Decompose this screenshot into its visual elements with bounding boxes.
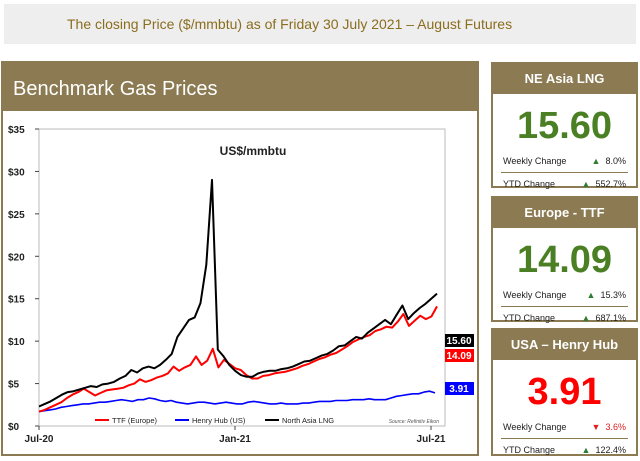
- chart-panel-title: Benchmark Gas Prices: [3, 63, 477, 111]
- up-arrow-icon: ▲: [581, 179, 591, 189]
- weekly-change-value: ▲ 8.0%: [591, 156, 626, 166]
- card-title: NE Asia LNG: [493, 64, 636, 94]
- source-note: Source: Refinitiv Eikon: [389, 419, 440, 425]
- weekly-change-value: ▲ 15.3%: [586, 290, 626, 300]
- end-label-box: [445, 382, 474, 395]
- y-tick-label: $30: [8, 167, 25, 178]
- ytd-change-row: YTD Change ▲ 687.1%: [493, 307, 636, 329]
- card-price: 3.91: [527, 371, 602, 413]
- card-divider: [501, 172, 628, 173]
- ytd-change-row: YTD Change ▲ 552.7%: [493, 173, 636, 195]
- weekly-change-row: Weekly Change ▲ 8.0%: [493, 150, 636, 172]
- card-title: Europe - TTF: [493, 198, 636, 228]
- ytd-change-row: YTD Change ▲ 122.4%: [493, 439, 636, 461]
- x-tick-label: Jul-21: [417, 434, 446, 445]
- weekly-change-row: Weekly Change ▲ 15.3%: [493, 284, 636, 306]
- end-label: 3.91: [449, 384, 469, 395]
- chart-panel: Benchmark Gas Prices $0 $5 $10 $15 $20 $25 $30…: [1, 61, 479, 456]
- weekly-change-row: Weekly Change ▼ 3.6%: [493, 416, 636, 438]
- legend-label: TTF (Europe): [112, 416, 158, 425]
- card-ne-asia-lng: NE Asia LNG 15.60 Weekly Change ▲ 8.0% Y…: [491, 62, 638, 189]
- up-arrow-icon: ▲: [581, 445, 591, 455]
- y-tick-label: $25: [8, 210, 25, 221]
- unit-label: US$/mmbtu: [220, 144, 287, 158]
- card-divider: [501, 438, 628, 439]
- legend-label: North Asia LNG: [282, 416, 334, 425]
- y-tick-label: $10: [8, 337, 25, 348]
- y-tick-label: $20: [8, 252, 25, 263]
- series-line-henry-hub-us-: [38, 390, 436, 413]
- end-label: 14.09: [446, 351, 471, 362]
- end-label-box: [445, 334, 474, 347]
- up-arrow-icon: ▲: [586, 290, 596, 300]
- up-arrow-icon: ▲: [591, 156, 601, 166]
- y-tick-label: $5: [8, 380, 20, 391]
- series-line-north-asia-lng: [38, 178, 438, 408]
- weekly-change-label: Weekly Change: [503, 156, 567, 166]
- series-line-ttf-europe-: [38, 305, 438, 413]
- ytd-change-label: YTD Change: [503, 445, 556, 455]
- end-label: 15.60: [446, 336, 471, 347]
- card-usa-henry-hub: USA – Henry Hub 3.91 Weekly Change ▼ 3.6…: [491, 328, 638, 456]
- card-divider: [501, 306, 628, 307]
- plot-area: [38, 128, 446, 427]
- legend-label: Henry Hub (US): [192, 416, 246, 425]
- y-tick-label: $15: [8, 295, 25, 306]
- gas-price-chart: $0 $5 $10 $15 $20 $25 $30 $35 Jul-20 Jan-21 Jul-21…: [8, 125, 474, 445]
- ytd-change-label: YTD Change: [503, 179, 556, 189]
- date-banner: The closing Price ($/mmbtu) as of Friday…: [4, 4, 636, 44]
- weekly-change-label: Weekly Change: [503, 422, 567, 432]
- ytd-change-label: YTD Change: [503, 313, 556, 323]
- ytd-change-value: ▲ 687.1%: [581, 313, 626, 323]
- card-title: USA – Henry Hub: [493, 330, 636, 360]
- y-tick-label: $0: [8, 422, 20, 433]
- up-arrow-icon: ▲: [581, 313, 591, 323]
- x-tick-label: Jan-21: [219, 434, 251, 445]
- card-price: 14.09: [516, 239, 613, 281]
- ytd-change-value: ▲ 552.7%: [581, 179, 626, 189]
- banner-text: The closing Price ($/mmbtu) as of Friday…: [67, 16, 513, 32]
- card-europe-ttf: Europe - TTF 14.09 Weekly Change ▲ 15.3%…: [491, 196, 638, 323]
- x-tick-label: Jul-20: [25, 434, 54, 445]
- weekly-change-value: ▼ 3.6%: [591, 422, 626, 432]
- ytd-change-value: ▲ 122.4%: [581, 445, 626, 455]
- weekly-change-label: Weekly Change: [503, 290, 567, 300]
- end-label-box: [445, 349, 474, 362]
- card-price: 15.60: [516, 105, 613, 147]
- y-tick-label: $35: [8, 125, 25, 136]
- down-arrow-icon: ▼: [591, 422, 601, 432]
